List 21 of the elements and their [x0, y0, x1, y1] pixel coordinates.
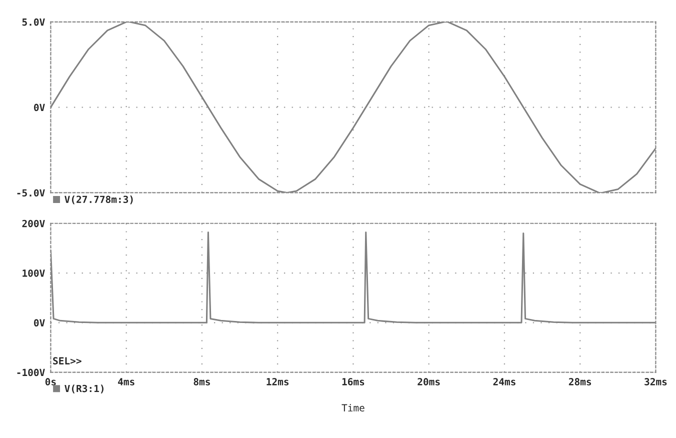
y-tick-label: 100V	[22, 270, 45, 277]
y-tick-label: -100V	[17, 368, 45, 376]
x-axis-title: Time	[342, 404, 364, 412]
x-tick-label: 0s	[45, 378, 56, 386]
annotation: SEL>>	[53, 357, 82, 364]
x-tick-label: 12ms	[266, 378, 288, 386]
legend-label: V(R3:1)	[64, 384, 104, 394]
y-tick-label: 5.0V	[22, 18, 45, 26]
x-tick-label: 4ms	[118, 378, 134, 386]
x-tick-label: 8ms	[194, 378, 210, 386]
x-tick-label: 32ms	[644, 378, 667, 386]
line-series	[50, 22, 656, 193]
x-tick-label: 24ms	[493, 378, 516, 386]
x-tick-label: 28ms	[568, 378, 592, 386]
y-tick-label: 200V	[22, 220, 45, 228]
x-tick-label: 20ms	[418, 378, 440, 386]
legend-label: V(27.778m:3)	[64, 196, 133, 204]
x-tick-label: 16ms	[342, 378, 364, 386]
y-tick-label: 0V	[34, 319, 45, 326]
y-tick-label: -5.0V	[17, 189, 45, 197]
y-tick-label: 0V	[34, 104, 45, 112]
